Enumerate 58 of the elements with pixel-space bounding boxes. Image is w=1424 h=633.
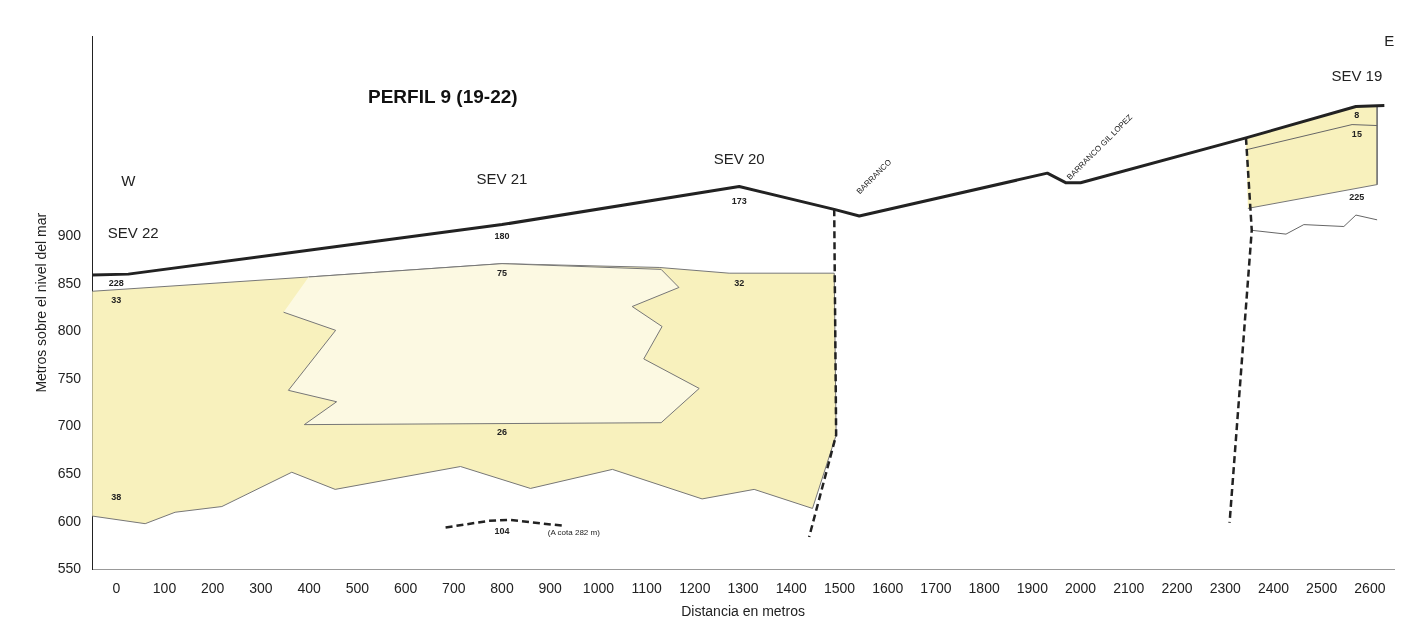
x-tick-label: 300 <box>249 579 273 596</box>
annotation: 228 <box>108 278 124 289</box>
annotation: 8 <box>1354 110 1360 121</box>
annotation: 104 <box>494 525 510 536</box>
x-tick-label: 1600 <box>872 579 904 596</box>
x-tick-label: 700 <box>442 579 466 596</box>
y-tick-label: 750 <box>57 369 82 386</box>
x-tick-label: 1900 <box>1016 579 1049 596</box>
annotation: 173 <box>731 196 747 207</box>
x-tick-label: 1400 <box>775 579 808 596</box>
x-tick-label: 1000 <box>582 579 615 596</box>
annotation: SEV 20 <box>713 149 765 167</box>
annotation: 15 <box>1351 128 1362 139</box>
annotation: W <box>121 171 137 189</box>
annotation: SEV 21 <box>476 169 528 187</box>
x-tick-label: 2500 <box>1306 579 1338 596</box>
y-axis-title: Metros sobre el nivel del mar <box>33 212 50 393</box>
line-series <box>444 518 564 529</box>
x-tick-label: 200 <box>201 579 225 596</box>
annotation: (A cota 282 m) <box>547 528 601 538</box>
annotation: 225 <box>1349 192 1365 203</box>
x-tick-label: 100 <box>152 579 177 596</box>
x-tick-label: 2100 <box>1113 579 1145 596</box>
y-tick-label: 800 <box>57 322 82 339</box>
x-tick-label: 0 <box>112 579 121 596</box>
annotation: 26 <box>496 426 508 437</box>
x-axis-title: Distancia en metros <box>681 603 805 620</box>
x-tick-label: 2000 <box>1065 579 1097 596</box>
x-tick-label: 1800 <box>968 579 1000 596</box>
text: PERFIL 9 (19-22) <box>368 86 518 108</box>
x-tick-label: 1100 <box>631 579 662 596</box>
annotation: 180 <box>494 230 510 241</box>
x-tick-label: 1500 <box>823 579 856 596</box>
y-tick-label: 550 <box>57 560 82 577</box>
y-tick-label: 700 <box>57 417 82 434</box>
y-tick-label: 650 <box>57 465 82 482</box>
x-tick-label: 2300 <box>1209 579 1242 596</box>
x-tick-label: 1200 <box>679 579 711 596</box>
x-tick-label: 2400 <box>1257 579 1290 596</box>
x-tick-label: 1700 <box>920 579 952 596</box>
x-tick-label: 400 <box>297 579 322 596</box>
annotation: 38 <box>111 492 122 503</box>
x-tick-label: 500 <box>345 579 370 596</box>
annotation: E <box>1384 31 1395 49</box>
x-tick-label: 900 <box>538 579 563 596</box>
annotation: 33 <box>111 295 122 306</box>
annotation: SEV 22 <box>107 224 159 242</box>
x-tick-label: 600 <box>393 579 418 596</box>
x-tick-label: 1300 <box>727 579 759 596</box>
x-tick-label: 800 <box>490 579 514 596</box>
y-tick-label: 850 <box>57 274 82 291</box>
x-tick-label: 2600 <box>1354 579 1386 596</box>
x-tick-label: 2200 <box>1161 579 1193 596</box>
annotation: SEV 19 <box>1331 67 1383 85</box>
annotation: 32 <box>734 278 745 289</box>
y-tick-label: 600 <box>57 512 82 529</box>
annotation: 75 <box>496 267 508 278</box>
y-tick-label: 900 <box>57 226 82 243</box>
